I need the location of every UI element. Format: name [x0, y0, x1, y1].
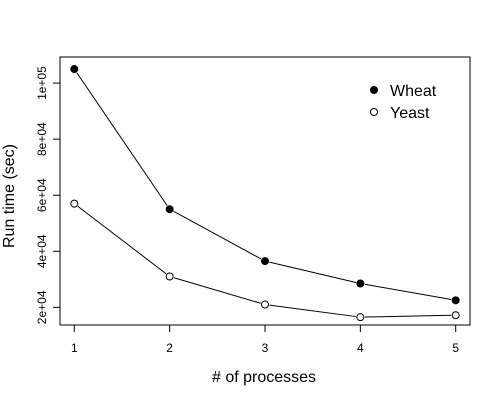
- y-tick-label: 1e+05: [35, 66, 49, 100]
- y-axis-title: Run time (sec): [1, 144, 18, 248]
- series-line-segment: [173, 277, 261, 304]
- data-point: [261, 257, 269, 266]
- series-line-segment: [364, 283, 452, 301]
- data-point: [451, 296, 460, 305]
- series-line-segment: [364, 314, 452, 318]
- y-tick-label: 8e+04: [35, 122, 49, 156]
- series-line-segment: [77, 205, 167, 275]
- x-tick-label: 5: [452, 341, 459, 355]
- x-axis: 1 2 3 4 5: [71, 325, 459, 355]
- series-lines: [76, 72, 452, 318]
- x-axis-title: # of processes: [212, 369, 316, 386]
- series-line-segment: [76, 72, 168, 206]
- x-tick-label: 2: [166, 341, 173, 355]
- data-point: [70, 65, 79, 74]
- data-point: [356, 313, 365, 322]
- legend-label: Wheat: [390, 83, 437, 100]
- series-line-segment: [173, 210, 262, 260]
- x-tick-label: 4: [357, 341, 364, 355]
- x-tick-label: 1: [71, 341, 78, 355]
- y-axis: 2e+04 4e+04 6e+04 8e+04 1e+05: [35, 66, 60, 324]
- data-point: [165, 205, 174, 214]
- data-point: [261, 300, 269, 309]
- legend-marker: [370, 108, 378, 116]
- y-tick-label: 2e+04: [35, 290, 49, 324]
- legend-marker: [370, 86, 378, 94]
- data-point: [451, 311, 460, 320]
- y-tick-label: 4e+04: [35, 234, 49, 268]
- legend: Wheat Yeast: [370, 83, 437, 122]
- legend-label: Yeast: [390, 105, 430, 122]
- data-point: [70, 199, 79, 208]
- y-tick-label: 6e+04: [35, 178, 49, 212]
- series-line-segment: [269, 261, 357, 283]
- data-point: [356, 279, 365, 288]
- x-tick-label: 3: [262, 341, 269, 355]
- series-points: [70, 65, 460, 322]
- series-line-segment: [269, 304, 356, 318]
- data-point: [165, 272, 174, 281]
